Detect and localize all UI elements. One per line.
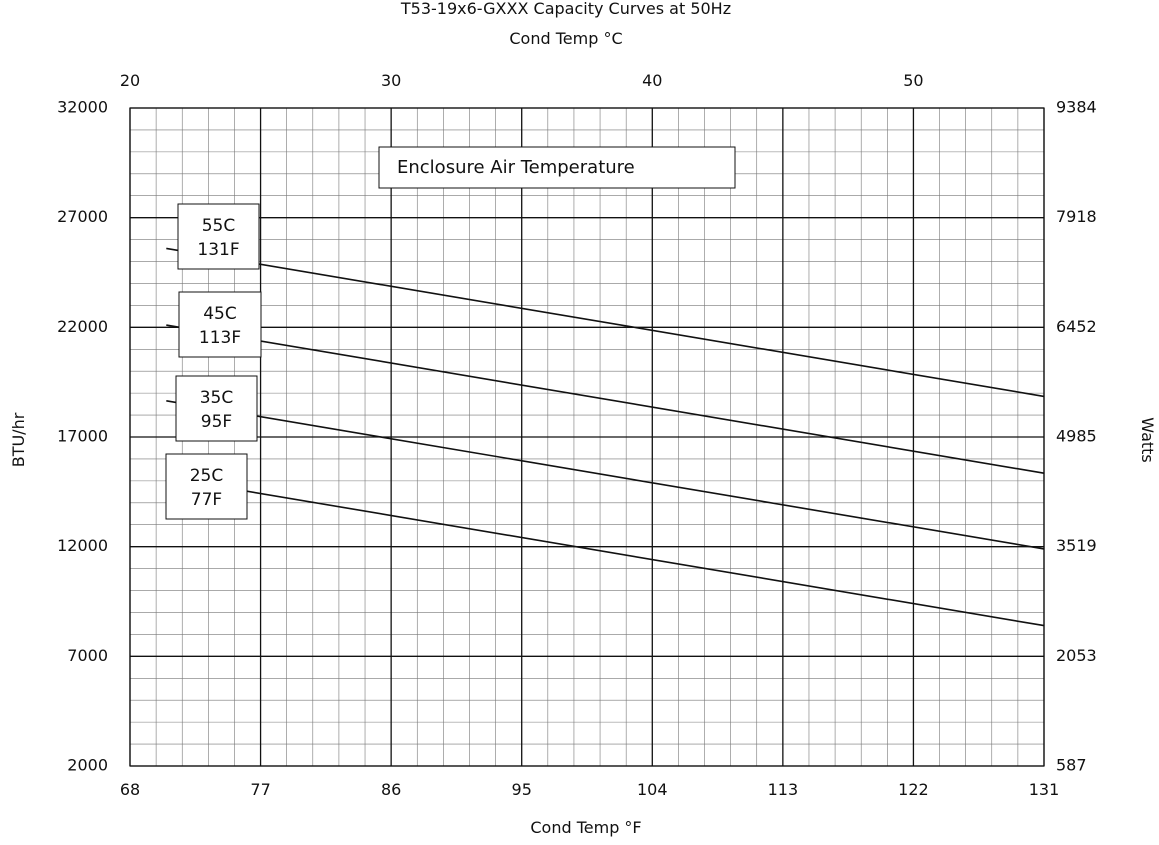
series-label-rect — [177, 203, 260, 270]
series-line — [166, 247, 1045, 398]
series-label-line: 77F — [191, 490, 222, 510]
x-tick-label: 104 — [637, 780, 668, 799]
series-label-box: 45C 113F — [178, 291, 262, 358]
series-label-line: 35C — [200, 388, 234, 408]
x-tick-label: 86 — [381, 780, 401, 799]
x-tick-label: 113 — [768, 780, 799, 799]
legend-title-box — [378, 146, 736, 189]
tick-labels: 68 77 86 95 104 113 122 131 2000 7000 12000 17000 22… — [57, 71, 1097, 799]
top-axis-label: Cond Temp °C — [509, 29, 622, 48]
y-tick-label: 7000 — [67, 646, 108, 665]
top-tick-label: 50 — [903, 71, 923, 90]
series-label-line: 113F — [199, 328, 241, 348]
x-tick-label: 77 — [250, 780, 270, 799]
series-line — [166, 476, 1045, 627]
y2-axis-label: Watts — [1138, 417, 1157, 462]
series-label-line: 55C — [202, 216, 236, 236]
y2-tick-label: 7918 — [1056, 207, 1097, 226]
y2-tick-label: 587 — [1056, 756, 1087, 775]
y-axis-label: BTU/hr — [9, 412, 28, 467]
series-label-line: 25C — [190, 466, 224, 486]
top-tick-label: 40 — [642, 71, 662, 90]
y2-tick-label: 6452 — [1056, 317, 1097, 336]
y-tick-label: 12000 — [57, 536, 108, 555]
series-label-rect — [175, 375, 258, 442]
y2-tick-label: 4985 — [1056, 427, 1097, 446]
series-label-rect — [165, 453, 248, 520]
series-label-line: 131F — [197, 240, 239, 260]
y-tick-label: 2000 — [67, 756, 108, 775]
top-tick-label: 30 — [381, 71, 401, 90]
y2-tick-label: 2053 — [1056, 646, 1097, 665]
y2-tick-label: 3519 — [1056, 536, 1097, 555]
series-label-box: 55C 131F — [177, 203, 260, 270]
chart-title: T53-19x6-GXXX Capacity Curves at 50Hz — [400, 0, 731, 18]
y-tick-label: 27000 — [57, 207, 108, 226]
y-tick-label: 17000 — [57, 427, 108, 446]
series-line — [166, 324, 1045, 474]
major-grid — [129, 107, 1045, 767]
x-tick-label: 68 — [120, 780, 140, 799]
series-line — [166, 400, 1045, 550]
y-tick-label: 32000 — [57, 98, 108, 117]
x-tick-label: 122 — [898, 780, 929, 799]
top-tick-label: 20 — [120, 71, 140, 90]
x-tick-label: 131 — [1029, 780, 1060, 799]
x-tick-label: 95 — [512, 780, 532, 799]
y-tick-label: 22000 — [57, 317, 108, 336]
series-label-line: 45C — [203, 304, 237, 324]
series-label-line: 95F — [201, 412, 232, 432]
x-axis-label: Cond Temp °F — [530, 818, 641, 837]
legend-title: Enclosure Air Temperature — [397, 157, 635, 178]
legend-box: Enclosure Air Temperature — [378, 146, 736, 189]
y2-tick-label: 9384 — [1056, 98, 1097, 117]
series-lines — [166, 247, 1045, 627]
series-label-rect — [178, 291, 262, 358]
plot-frame — [129, 107, 1045, 767]
